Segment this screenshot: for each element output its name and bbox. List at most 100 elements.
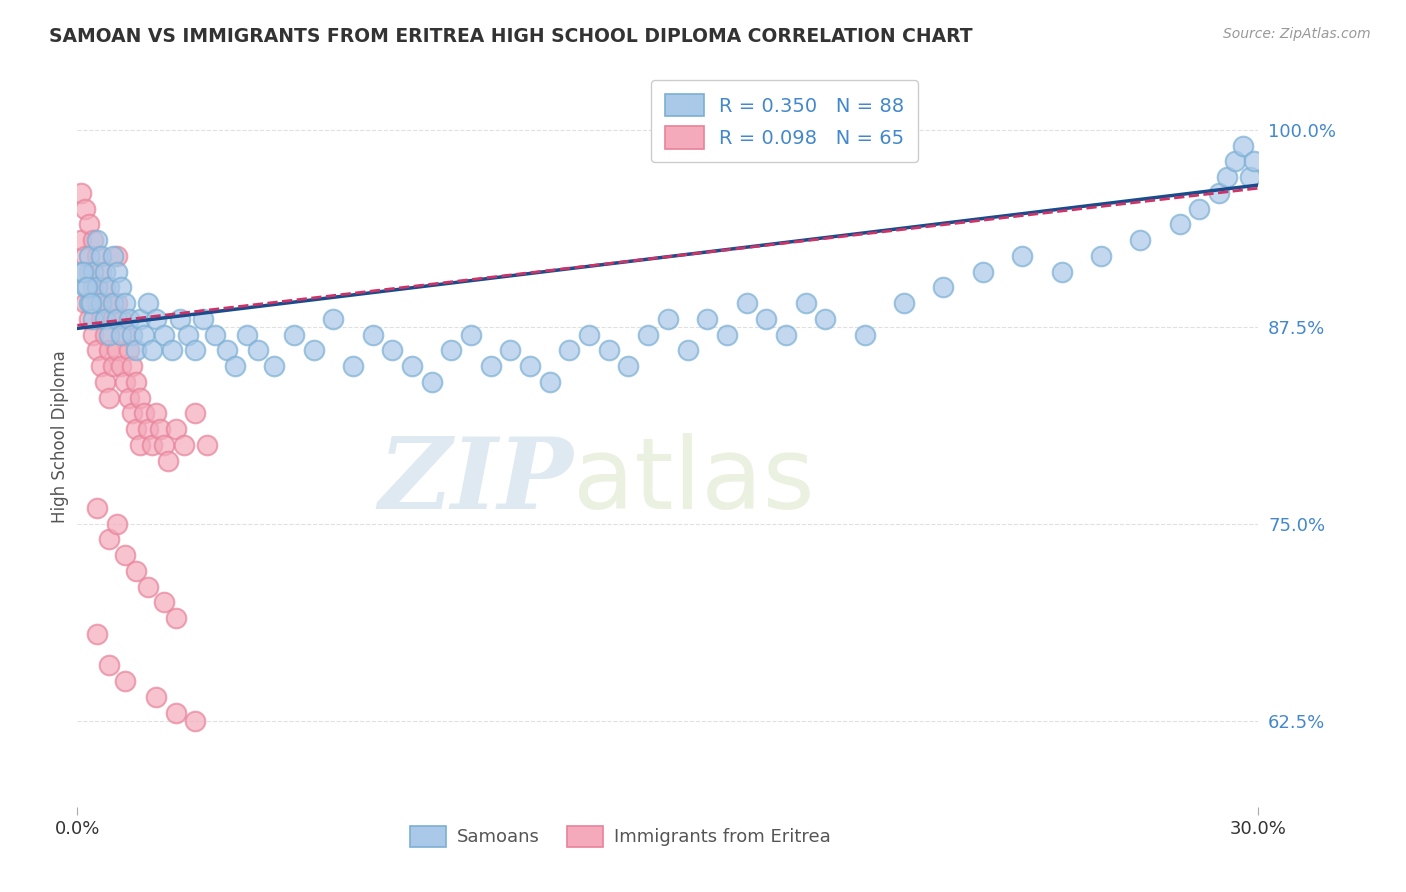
Point xyxy=(195,438,218,452)
Point xyxy=(114,296,136,310)
Point xyxy=(215,343,238,358)
Point xyxy=(114,375,136,389)
Point xyxy=(94,312,117,326)
Point xyxy=(117,391,139,405)
Point xyxy=(972,265,994,279)
Point xyxy=(145,690,167,704)
Point xyxy=(1188,202,1211,216)
Point xyxy=(1050,265,1073,279)
Point xyxy=(90,296,112,310)
Point xyxy=(283,327,305,342)
Text: ZIP: ZIP xyxy=(378,434,574,530)
Point xyxy=(114,548,136,562)
Point xyxy=(80,296,103,310)
Point xyxy=(129,438,152,452)
Point xyxy=(1243,154,1265,169)
Point xyxy=(121,359,143,374)
Point xyxy=(82,312,104,326)
Point xyxy=(77,249,100,263)
Point xyxy=(86,233,108,247)
Point xyxy=(70,265,93,279)
Point xyxy=(125,422,148,436)
Point xyxy=(101,296,124,310)
Point xyxy=(82,233,104,247)
Point xyxy=(90,249,112,263)
Point xyxy=(97,533,120,547)
Point xyxy=(94,280,117,294)
Point xyxy=(361,327,384,342)
Legend: Samoans, Immigrants from Eritrea: Samoans, Immigrants from Eritrea xyxy=(404,819,838,854)
Point xyxy=(1216,170,1239,185)
Point xyxy=(86,280,108,294)
Point xyxy=(105,516,128,531)
Point xyxy=(153,595,176,609)
Point xyxy=(538,375,561,389)
Point xyxy=(676,343,699,358)
Point xyxy=(141,343,163,358)
Point xyxy=(90,359,112,374)
Point xyxy=(76,280,98,294)
Point xyxy=(97,296,120,310)
Point xyxy=(460,327,482,342)
Point xyxy=(1223,154,1246,169)
Point xyxy=(755,312,778,326)
Point xyxy=(853,327,876,342)
Point xyxy=(479,359,502,374)
Point xyxy=(129,391,152,405)
Point xyxy=(94,375,117,389)
Point xyxy=(136,296,159,310)
Point xyxy=(86,627,108,641)
Point xyxy=(302,343,325,358)
Point xyxy=(97,327,120,342)
Point xyxy=(110,280,132,294)
Point xyxy=(125,343,148,358)
Point xyxy=(77,218,100,232)
Point xyxy=(1168,218,1191,232)
Point xyxy=(114,674,136,689)
Point xyxy=(90,312,112,326)
Point xyxy=(134,407,156,421)
Point xyxy=(86,343,108,358)
Point xyxy=(97,391,120,405)
Y-axis label: High School Diploma: High School Diploma xyxy=(51,351,69,524)
Point xyxy=(169,312,191,326)
Point xyxy=(121,407,143,421)
Point xyxy=(176,327,198,342)
Point xyxy=(75,296,97,310)
Point xyxy=(125,375,148,389)
Point xyxy=(578,327,600,342)
Point xyxy=(82,280,104,294)
Point xyxy=(75,280,97,294)
Point xyxy=(440,343,463,358)
Point xyxy=(235,327,257,342)
Point xyxy=(184,343,207,358)
Point xyxy=(110,359,132,374)
Point xyxy=(105,249,128,263)
Point xyxy=(75,249,97,263)
Point xyxy=(1208,186,1230,200)
Point xyxy=(86,249,108,263)
Point xyxy=(145,407,167,421)
Point xyxy=(97,343,120,358)
Point xyxy=(657,312,679,326)
Point xyxy=(136,422,159,436)
Point xyxy=(86,296,108,310)
Point xyxy=(558,343,581,358)
Point xyxy=(193,312,215,326)
Point xyxy=(156,453,179,467)
Point xyxy=(94,327,117,342)
Point xyxy=(77,265,100,279)
Point xyxy=(114,327,136,342)
Point xyxy=(401,359,423,374)
Point xyxy=(932,280,955,294)
Point xyxy=(519,359,541,374)
Point xyxy=(97,658,120,673)
Point xyxy=(77,312,100,326)
Point xyxy=(149,422,172,436)
Point xyxy=(204,327,226,342)
Point xyxy=(716,327,738,342)
Point xyxy=(1232,138,1254,153)
Point xyxy=(145,312,167,326)
Point xyxy=(247,343,270,358)
Point xyxy=(735,296,758,310)
